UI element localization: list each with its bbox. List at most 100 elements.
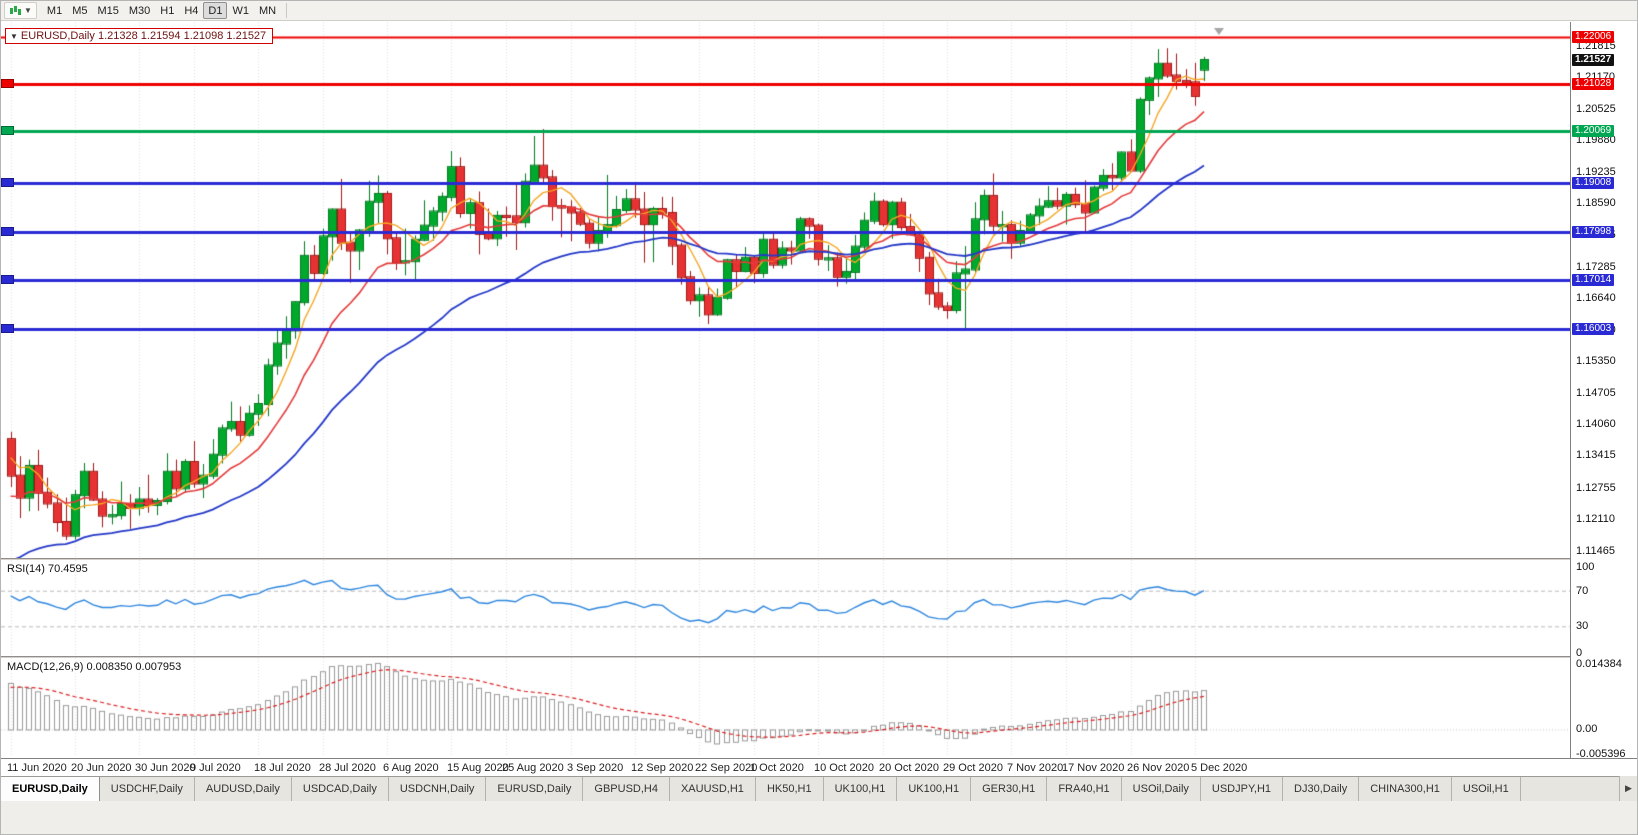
date-label: 6 Aug 2020: [383, 762, 439, 774]
chart-tab-uk100-h1[interactable]: UK100,H1: [823, 777, 898, 801]
timeframe-button-mn[interactable]: MN: [258, 4, 277, 17]
timeframe-button-m30[interactable]: M30: [128, 4, 151, 17]
chart-tab-hk50-h1[interactable]: HK50,H1: [755, 777, 824, 801]
date-label: 17 Nov 2020: [1062, 762, 1125, 774]
price-tick-label: 1.19235: [1576, 165, 1616, 178]
date-label: 22 Sep 2020: [695, 762, 758, 774]
macd-indicator-panel[interactable]: [1, 658, 1570, 757]
chart-symbol-period: EURUSD,Daily: [20, 30, 95, 42]
date-label: 20 Jun 2020: [71, 762, 132, 774]
toolbar-separator: [286, 3, 288, 18]
date-label: 20 Oct 2020: [879, 762, 939, 774]
price-level-badge: 1.16003: [1572, 323, 1615, 336]
price-tick-label: 1.21815: [1576, 40, 1616, 52]
price-tick-label: 1.11465: [1576, 544, 1615, 557]
price-tick-label: 1.18590: [1576, 197, 1616, 210]
chart-tab-uk100-h1[interactable]: UK100,H1: [897, 777, 972, 801]
macd-scale-label: 0.00: [1576, 723, 1598, 736]
chart-tab-usoil-daily[interactable]: USOil,Daily: [1121, 777, 1201, 801]
chart-tab-bar: EURUSD,Daily USDCHF,Daily AUDUSD,Daily USDC…: [1, 776, 1637, 801]
timeframe-toolbar: ▼ M1 M5 M15 M30 H1 H4 D1 W1 MN: [1, 1, 1637, 21]
chart-title: ▼ EURUSD,Daily 1.21328 1.21594 1.21098 1.…: [5, 28, 274, 44]
panel-splitter-macd[interactable]: [1, 656, 1637, 658]
collapse-triangle-icon[interactable]: ▼: [10, 32, 18, 41]
price-tick-label: 1.12755: [1576, 481, 1616, 494]
chart-tab-ger30-h1[interactable]: GER30,H1: [971, 777, 1048, 801]
chart-type-button[interactable]: ▼: [4, 2, 37, 19]
macd-scale-label: 0.014384: [1576, 658, 1622, 670]
chart-tab-xauusd-h1[interactable]: XAUUSD,H1: [669, 777, 756, 801]
price-level-badge: 1.19008: [1572, 176, 1615, 189]
left-price-marker: [1, 275, 14, 285]
date-label: 29 Oct 2020: [943, 762, 1003, 774]
date-label: 18 Jul 2020: [254, 762, 311, 774]
rsi-label: RSI(14) 70.4595: [7, 563, 88, 575]
rsi-scale-label: 100: [1576, 561, 1595, 573]
price-tick-label: 1.12110: [1576, 513, 1615, 526]
chart-tab-usdcnh-daily[interactable]: USDCNH,Daily: [388, 777, 487, 801]
chart-ohlc-values: 1.21328 1.21594 1.21098 1.21527: [97, 30, 267, 42]
rsi-scale-label: 0: [1576, 647, 1583, 659]
timeframe-button-m15[interactable]: M15: [97, 4, 119, 17]
price-tick-label: 1.17285: [1576, 260, 1616, 273]
chart-tab-usoil-h1[interactable]: USOil,H1: [1451, 777, 1521, 801]
left-price-marker: [1, 324, 14, 334]
date-label: 5 Dec 2020: [1191, 762, 1248, 774]
date-label: 11 Jun 2020: [7, 762, 67, 774]
price-level-badge: 1.22006: [1572, 30, 1615, 43]
price-axis[interactable]: 1.218151.211701.205251.198801.192351.185…: [1570, 22, 1637, 776]
chart-tab-dj30-daily[interactable]: DJ30,Daily: [1283, 777, 1360, 801]
price-level-badge: 1.17998: [1572, 226, 1615, 239]
date-label: 1 Oct 2020: [750, 762, 804, 774]
chart-tab-usdcad-daily[interactable]: USDCAD,Daily: [291, 777, 389, 801]
macd-scale-label: -0.005396: [1576, 748, 1626, 760]
price-level-badge: 1.20069: [1572, 125, 1615, 138]
date-label: 9 Jul 2020: [190, 762, 241, 774]
chart-tab-gbpusd-h4[interactable]: GBPUSD,H4: [583, 777, 670, 801]
chart-tab-fra40-h1[interactable]: FRA40,H1: [1047, 777, 1122, 801]
bottom-filler: [1, 801, 1637, 834]
price-level-badge: 1.17014: [1572, 274, 1615, 287]
time-axis[interactable]: 11 Jun 2020 20 Jun 2020 30 Jun 2020 9 Jul 2…: [1, 758, 1637, 776]
date-label: 3 Sep 2020: [567, 762, 624, 774]
price-tick-label: 1.14705: [1576, 386, 1616, 399]
price-tick-label: 1.13415: [1576, 449, 1616, 462]
panel-splitter-rsi[interactable]: [1, 558, 1637, 560]
price-tick-label: 1.19880: [1576, 134, 1616, 147]
price-tick-label: 1.16640: [1576, 292, 1616, 305]
date-label: 15 Aug 2020: [447, 762, 509, 774]
left-price-marker: [1, 126, 14, 136]
chart-tab-eurusd-daily[interactable]: EURUSD,Daily: [1, 777, 100, 801]
price-tick-label: 1.14060: [1576, 418, 1616, 430]
left-price-marker: [1, 177, 14, 187]
timeframe-button-m5[interactable]: M5: [72, 4, 88, 17]
chart-tab-eurusd-daily[interactable]: EURUSD,Daily: [486, 777, 584, 801]
date-label: 7 Nov 2020: [1007, 762, 1064, 774]
timeframe-button-h1[interactable]: H1: [160, 4, 175, 17]
chart-tab-audusd-daily[interactable]: AUDUSD,Daily: [194, 777, 292, 801]
main-price-chart[interactable]: [1, 22, 1570, 558]
chart-tab-usdchf-daily[interactable]: USDCHF,Daily: [99, 777, 195, 801]
left-price-marker: [1, 79, 14, 89]
date-label: 28 Jul 2020: [319, 762, 376, 774]
timeframe-button-h4[interactable]: H4: [184, 4, 199, 17]
price-level-badge: 1.21028: [1572, 78, 1615, 91]
date-label: 25 Aug 2020: [502, 762, 564, 774]
rsi-scale-label: 30: [1576, 620, 1589, 633]
tab-scroll-right-icon[interactable]: ▶: [1619, 776, 1637, 801]
price-tick-label: 1.15350: [1576, 355, 1616, 368]
chart-tab-usdjpy-h1[interactable]: USDJPY,H1: [1200, 777, 1284, 801]
timeframe-buttons-group: M1 M5 M15 M30 H1 H4 D1 W1 MN: [42, 2, 281, 19]
current-price-badge: 1.21527: [1572, 54, 1615, 67]
date-label: 12 Sep 2020: [631, 762, 694, 774]
chevron-down-icon: ▼: [24, 6, 32, 15]
left-price-marker: [1, 227, 14, 237]
timeframe-button-m1[interactable]: M1: [46, 4, 63, 17]
chart-tab-china300-h1[interactable]: CHINA300,H1: [1359, 777, 1452, 801]
candlestick-chart-icon: [10, 6, 21, 15]
date-label: 10 Oct 2020: [814, 762, 874, 774]
rsi-indicator-panel[interactable]: [1, 560, 1570, 656]
timeframe-button-w1[interactable]: W1: [232, 4, 249, 17]
timeframe-button-d1[interactable]: D1: [203, 2, 228, 19]
